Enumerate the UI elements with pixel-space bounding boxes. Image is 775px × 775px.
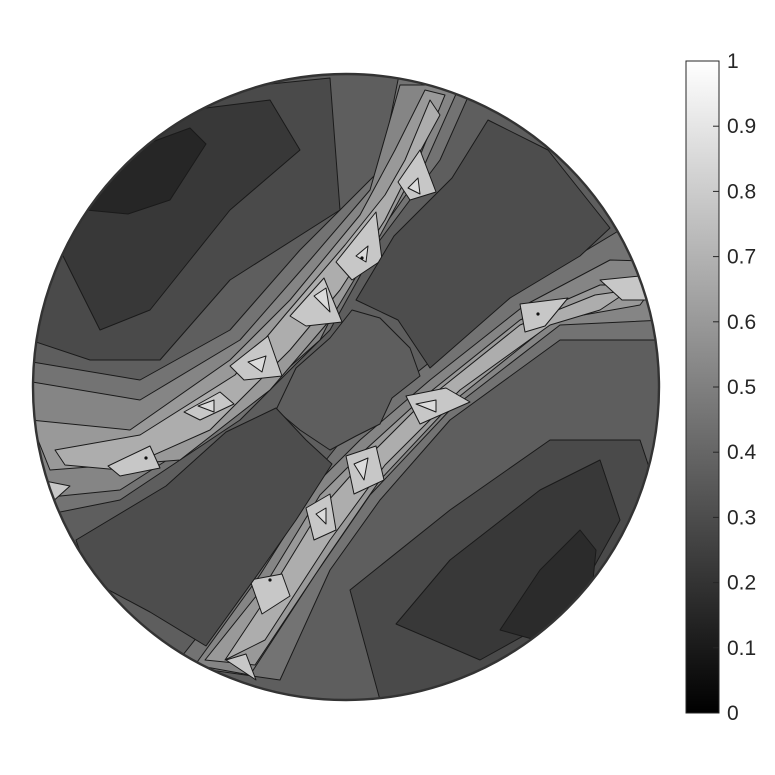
colorbar-tick-label-10: 1: [727, 50, 739, 73]
peak-11: [519, 297, 569, 333]
colorbar-tick-label-6: 0.6: [727, 311, 756, 334]
colorbar-tick-label-3: 0.3: [727, 506, 756, 529]
disk-border: [31, 72, 661, 702]
hotspot-6: [353, 457, 369, 481]
hotspot-5: [407, 177, 421, 195]
colorbar-tick-label-8: 0.8: [727, 180, 756, 203]
hotspot-7: [415, 399, 437, 413]
hotspot-2: [247, 355, 267, 373]
colorbar-tick-label-5: 0.5: [727, 376, 756, 399]
colorbar-tick-label-1: 0.1: [727, 637, 756, 660]
center-plateau: [275, 309, 421, 451]
regions: [33, 77, 659, 700]
upper-right-basin: [355, 119, 611, 369]
lower-left-basin: [75, 407, 333, 647]
upper-ridge: [33, 74, 481, 521]
colorbar-tick-label-0: 0: [727, 702, 739, 725]
peak-dot-1: [144, 456, 148, 460]
peak-1: [107, 445, 161, 477]
peak-dot-3: [536, 312, 540, 316]
peak-dot-4: [360, 256, 364, 260]
peak-3: [229, 335, 283, 381]
upper-ridge-ridge: [54, 99, 441, 471]
hotspot-8: [315, 507, 327, 525]
peak-6: [397, 149, 437, 201]
hotspots: [197, 177, 437, 525]
plot-area: [33, 74, 659, 700]
peak-14: [225, 653, 257, 681]
colorbar-tick-label-2: 0.2: [727, 572, 756, 595]
colorbar-tick-label-4: 0.4: [727, 441, 757, 464]
peak-7: [249, 573, 291, 615]
hotspot-1: [197, 399, 215, 413]
colorbar-tick-label-9: 0.9: [727, 115, 756, 138]
colorbar: 0 0.1 0.2 0.3 0.4 0.5 0.6 0.7 0.8 0.9 1: [685, 50, 757, 725]
peak-10: [405, 387, 471, 425]
peaks: [39, 149, 651, 681]
hotspot-3: [313, 287, 331, 313]
peak-dot-2: [268, 578, 272, 582]
colorbar-tick-label-7: 0.7: [727, 246, 756, 269]
